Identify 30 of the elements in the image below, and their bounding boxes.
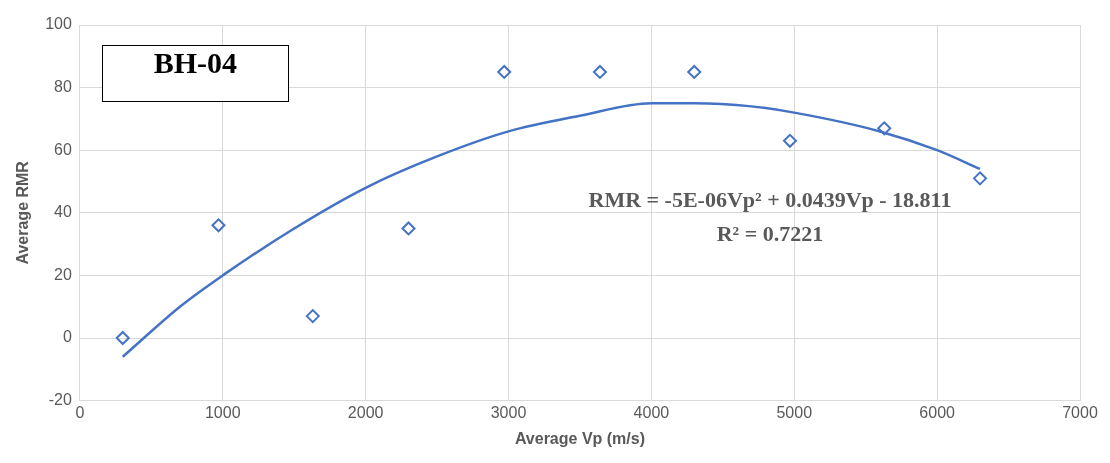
x-tick-label: 4000 xyxy=(633,403,670,421)
point xyxy=(687,64,702,79)
x-axis-title: Average Vp (m/s) xyxy=(514,429,646,447)
point xyxy=(592,64,607,79)
y-tick-label: 0 xyxy=(62,328,72,346)
y-tick-label: 60 xyxy=(54,140,72,158)
x-tick-label: 3000 xyxy=(490,403,527,421)
point xyxy=(115,331,130,345)
point xyxy=(782,133,797,148)
y-axis-title: Average RMR xyxy=(14,160,32,265)
point xyxy=(972,171,987,186)
x-tick-label: 6000 xyxy=(919,403,956,421)
point xyxy=(401,221,416,236)
point xyxy=(211,218,226,233)
y-tick-label: 80 xyxy=(54,78,72,96)
y-tick-label: 100 xyxy=(45,15,72,33)
x-tick-label: 7000 xyxy=(1062,403,1098,421)
x-tick-label: 2000 xyxy=(347,403,384,421)
y-tick-label: 40 xyxy=(54,203,72,221)
annotation: R² = 0.7221 xyxy=(716,220,824,246)
x-tick-label: 0 xyxy=(75,403,85,421)
label-box: BH-04 xyxy=(101,45,289,102)
y-tick-label: 20 xyxy=(54,265,72,283)
x-tick-label: 1000 xyxy=(204,403,241,421)
point xyxy=(305,309,320,324)
point xyxy=(497,64,512,79)
y-tick-label: -20 xyxy=(48,391,72,409)
point xyxy=(877,121,892,136)
x-tick-label: 5000 xyxy=(776,403,813,421)
annotation: RMR = -5E-06Vp² + 0.0439Vp - 18.811 xyxy=(588,186,952,212)
